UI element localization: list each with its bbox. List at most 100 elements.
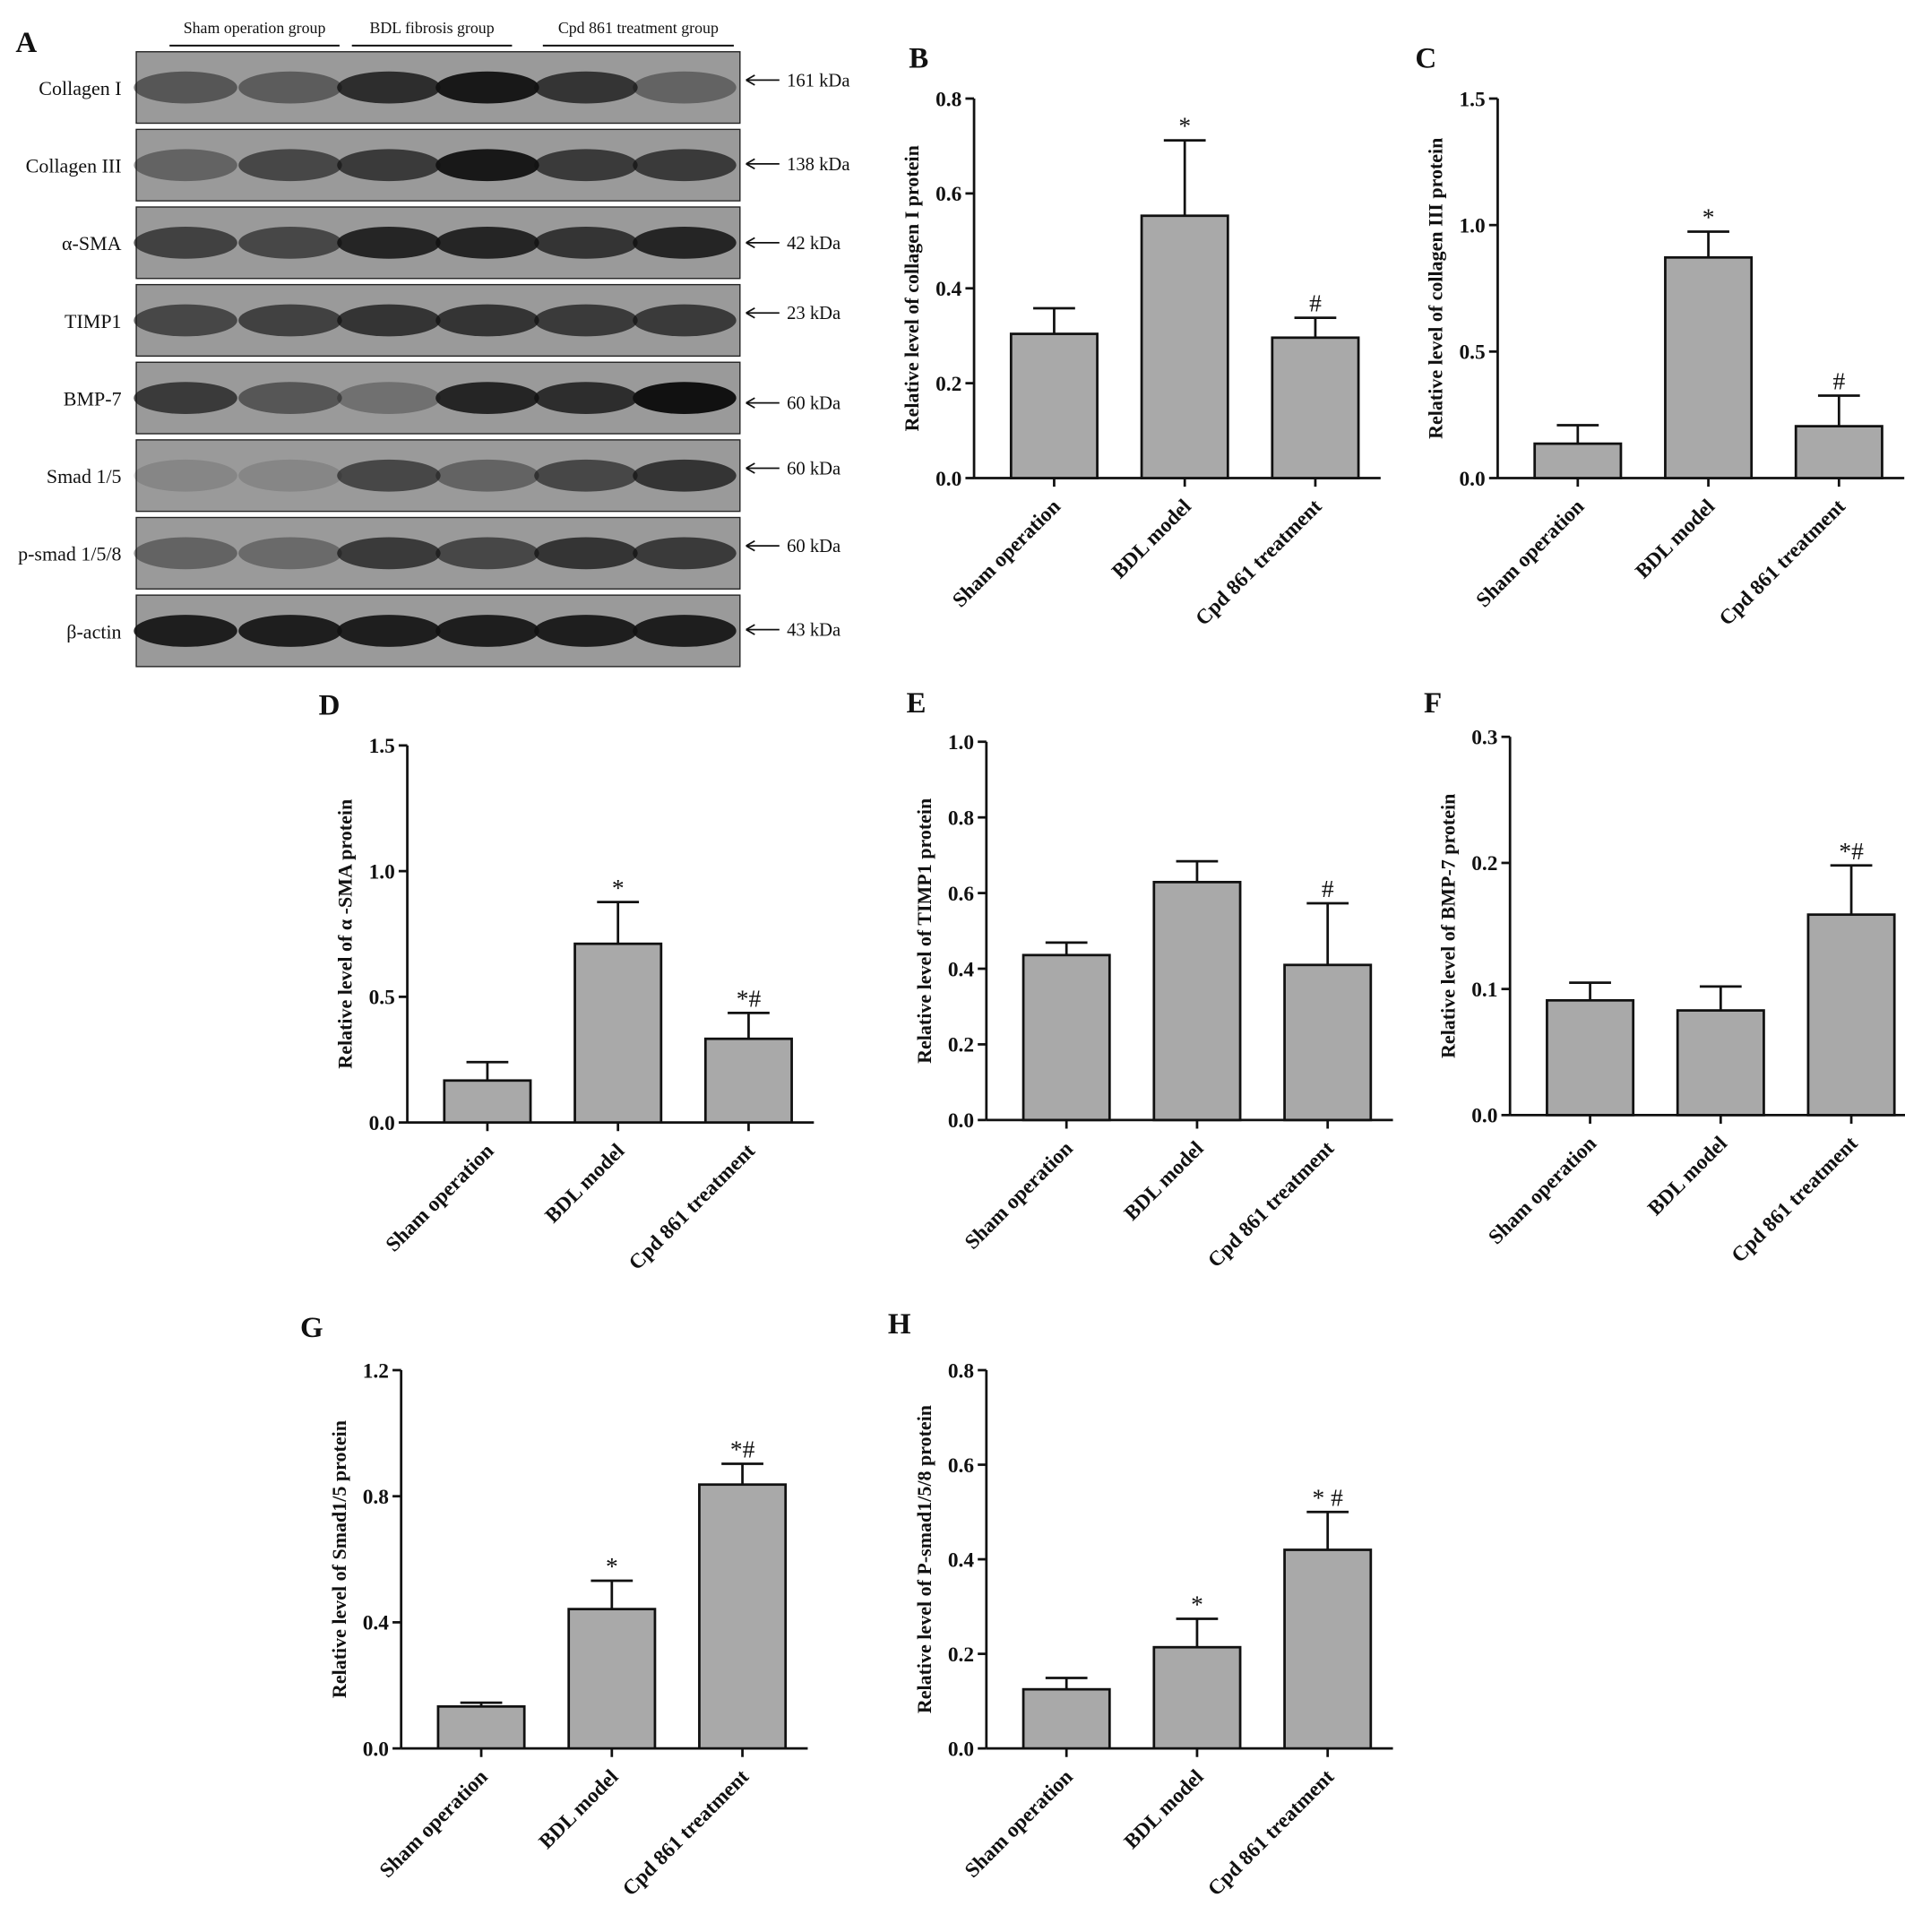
blot-band <box>633 459 737 492</box>
row-label: α-SMA <box>62 232 122 254</box>
bar <box>1676 1009 1765 1117</box>
blot-band <box>337 459 441 492</box>
y-tick-label: 0.1 <box>1471 979 1497 1002</box>
y-axis-label: Relative level of Smad1/5 protein <box>328 1420 350 1698</box>
panel-label: H <box>888 1308 911 1341</box>
y-tick-label: 1.5 <box>369 735 395 758</box>
blot-band <box>134 537 237 570</box>
significance-label: * <box>1178 112 1191 140</box>
x-tick-label: Cpd 861 treatment <box>625 1139 760 1274</box>
blot-band <box>134 382 237 414</box>
x-tick-label: BDL model <box>1108 495 1196 583</box>
y-tick-label: 0.6 <box>948 883 974 906</box>
significance-label: * <box>612 874 625 901</box>
x-tick-label: Cpd 861 treatment <box>618 1765 754 1901</box>
panel-label: G <box>300 1312 323 1344</box>
blot-band <box>534 304 638 337</box>
y-axis-label: Relative level of collagen III protein <box>1425 138 1447 439</box>
blot-band <box>337 71 441 104</box>
panel-label: C <box>1415 43 1436 75</box>
blot-band <box>134 71 237 104</box>
y-axis-label: Relative level of TIMP1 protein <box>913 798 935 1064</box>
group-label: Cpd 861 treatment group <box>558 19 719 37</box>
y-tick-label: 0.4 <box>935 278 962 301</box>
panel-label: D <box>319 690 340 722</box>
blot-band <box>337 615 441 647</box>
x-tick-label: Sham operation <box>1471 495 1589 612</box>
y-tick-label: 0.4 <box>948 1548 975 1572</box>
x-tick-label: Cpd 861 treatment <box>1191 495 1326 630</box>
kda-arrowhead <box>746 158 755 170</box>
significance-label: * # <box>1313 1483 1344 1511</box>
blot-band <box>435 71 539 104</box>
y-tick-label: 1.0 <box>369 860 395 884</box>
blot-band <box>435 537 539 570</box>
bar <box>1009 332 1099 479</box>
kda-label: 138 kDa <box>787 155 849 175</box>
blot-band <box>435 459 539 492</box>
x-tick-label: BDL model <box>1631 495 1720 583</box>
blot-band <box>238 459 342 492</box>
x-tick-label: Sham operation <box>948 495 1065 612</box>
x-tick-label: Sham operation <box>375 1765 493 1883</box>
significance-label: * <box>606 1552 618 1580</box>
x-tick-label: Cpd 861 treatment <box>1203 1137 1339 1272</box>
x-tick-label: BDL model <box>1120 1136 1209 1225</box>
blot-band <box>435 227 539 259</box>
y-tick-label: 0.6 <box>935 183 961 206</box>
x-tick-label: BDL model <box>540 1139 629 1228</box>
y-tick-label: 0.6 <box>948 1454 974 1478</box>
row-label: p-smad 1/5/8 <box>18 543 122 565</box>
y-tick-label: 1.0 <box>1459 214 1485 237</box>
y-tick-label: 1.0 <box>948 731 974 755</box>
kda-label: 161 kDa <box>787 71 849 91</box>
y-tick-label: 0.5 <box>369 987 395 1010</box>
panel-label: F <box>1424 687 1442 720</box>
bar <box>443 1079 532 1125</box>
bar <box>1021 953 1111 1122</box>
significance-label: *# <box>1839 837 1864 865</box>
panel-label: B <box>909 43 928 75</box>
significance-label: * <box>1191 1591 1203 1618</box>
blot-band <box>534 382 638 414</box>
bar <box>1152 880 1242 1122</box>
bar <box>436 1704 526 1750</box>
y-axis-label: Relative level of BMP-7 protein <box>1436 794 1459 1058</box>
kda-arrowhead <box>746 237 755 249</box>
kda-arrowhead <box>746 539 755 552</box>
blot-band <box>238 304 342 337</box>
kda-label: 60 kDa <box>787 394 840 414</box>
y-tick-label: 0.3 <box>1471 727 1497 750</box>
blot-band <box>238 382 342 414</box>
bar <box>1664 255 1754 479</box>
y-tick-label: 0.2 <box>1471 852 1497 875</box>
blot-band <box>337 537 441 570</box>
blot-band <box>134 149 237 182</box>
x-tick-label: Cpd 861 treatment <box>1727 1132 1862 1267</box>
y-tick-label: 0.0 <box>369 1112 395 1135</box>
y-tick-label: 0.4 <box>948 958 975 981</box>
x-tick-label: Sham operation <box>961 1765 1078 1883</box>
bar <box>1152 1645 1242 1750</box>
blot-band <box>534 227 638 259</box>
blot-band <box>633 615 737 647</box>
y-tick-label: 0.2 <box>935 373 961 396</box>
y-tick-label: 0.0 <box>1459 468 1485 491</box>
y-axis-label: Relative level of collagen I protein <box>901 145 923 431</box>
blot-band <box>633 304 737 337</box>
blot-band <box>435 304 539 337</box>
bar <box>703 1037 793 1124</box>
y-tick-label: 0.0 <box>363 1738 389 1761</box>
blot-band <box>134 227 237 259</box>
row-label: β-actin <box>66 620 121 643</box>
y-tick-label: 1.2 <box>363 1359 389 1383</box>
x-tick-label: Cpd 861 treatment <box>1203 1765 1339 1901</box>
kda-label: 43 kDa <box>787 621 840 641</box>
row-label: TIMP1 <box>65 310 122 332</box>
y-axis-label: Relative level of P-smad1/5/8 protein <box>913 1405 935 1713</box>
y-tick-label: 0.0 <box>948 1738 974 1761</box>
y-tick-label: 0.8 <box>363 1486 389 1509</box>
significance-label: *# <box>737 984 762 1012</box>
